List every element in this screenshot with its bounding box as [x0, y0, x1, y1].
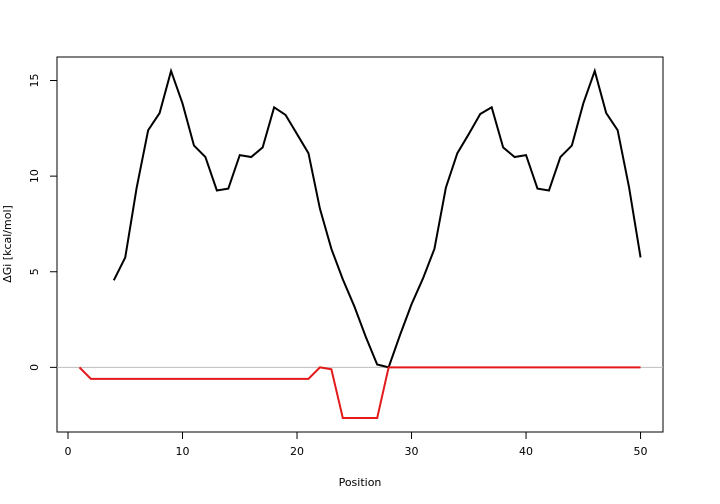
y-tick-label: 10 — [28, 169, 41, 183]
x-tick-label: 50 — [634, 445, 648, 458]
x-tick-label: 30 — [405, 445, 419, 458]
y-tick-label: 15 — [28, 74, 41, 88]
series-line — [78, 366, 641, 420]
x-tick-label: 20 — [290, 445, 304, 458]
x-tick-label: 0 — [64, 445, 71, 458]
x-tick-label: 10 — [176, 445, 190, 458]
x-tick-label: 40 — [519, 445, 533, 458]
y-axis-label: ΔGi [kcal/mol] — [1, 205, 14, 283]
plot-box — [56, 56, 664, 433]
y-tick-label: 5 — [28, 268, 41, 275]
x-axis-label: Position — [339, 476, 382, 489]
y-tick-label: 0 — [28, 364, 41, 371]
series-line — [112, 67, 642, 369]
